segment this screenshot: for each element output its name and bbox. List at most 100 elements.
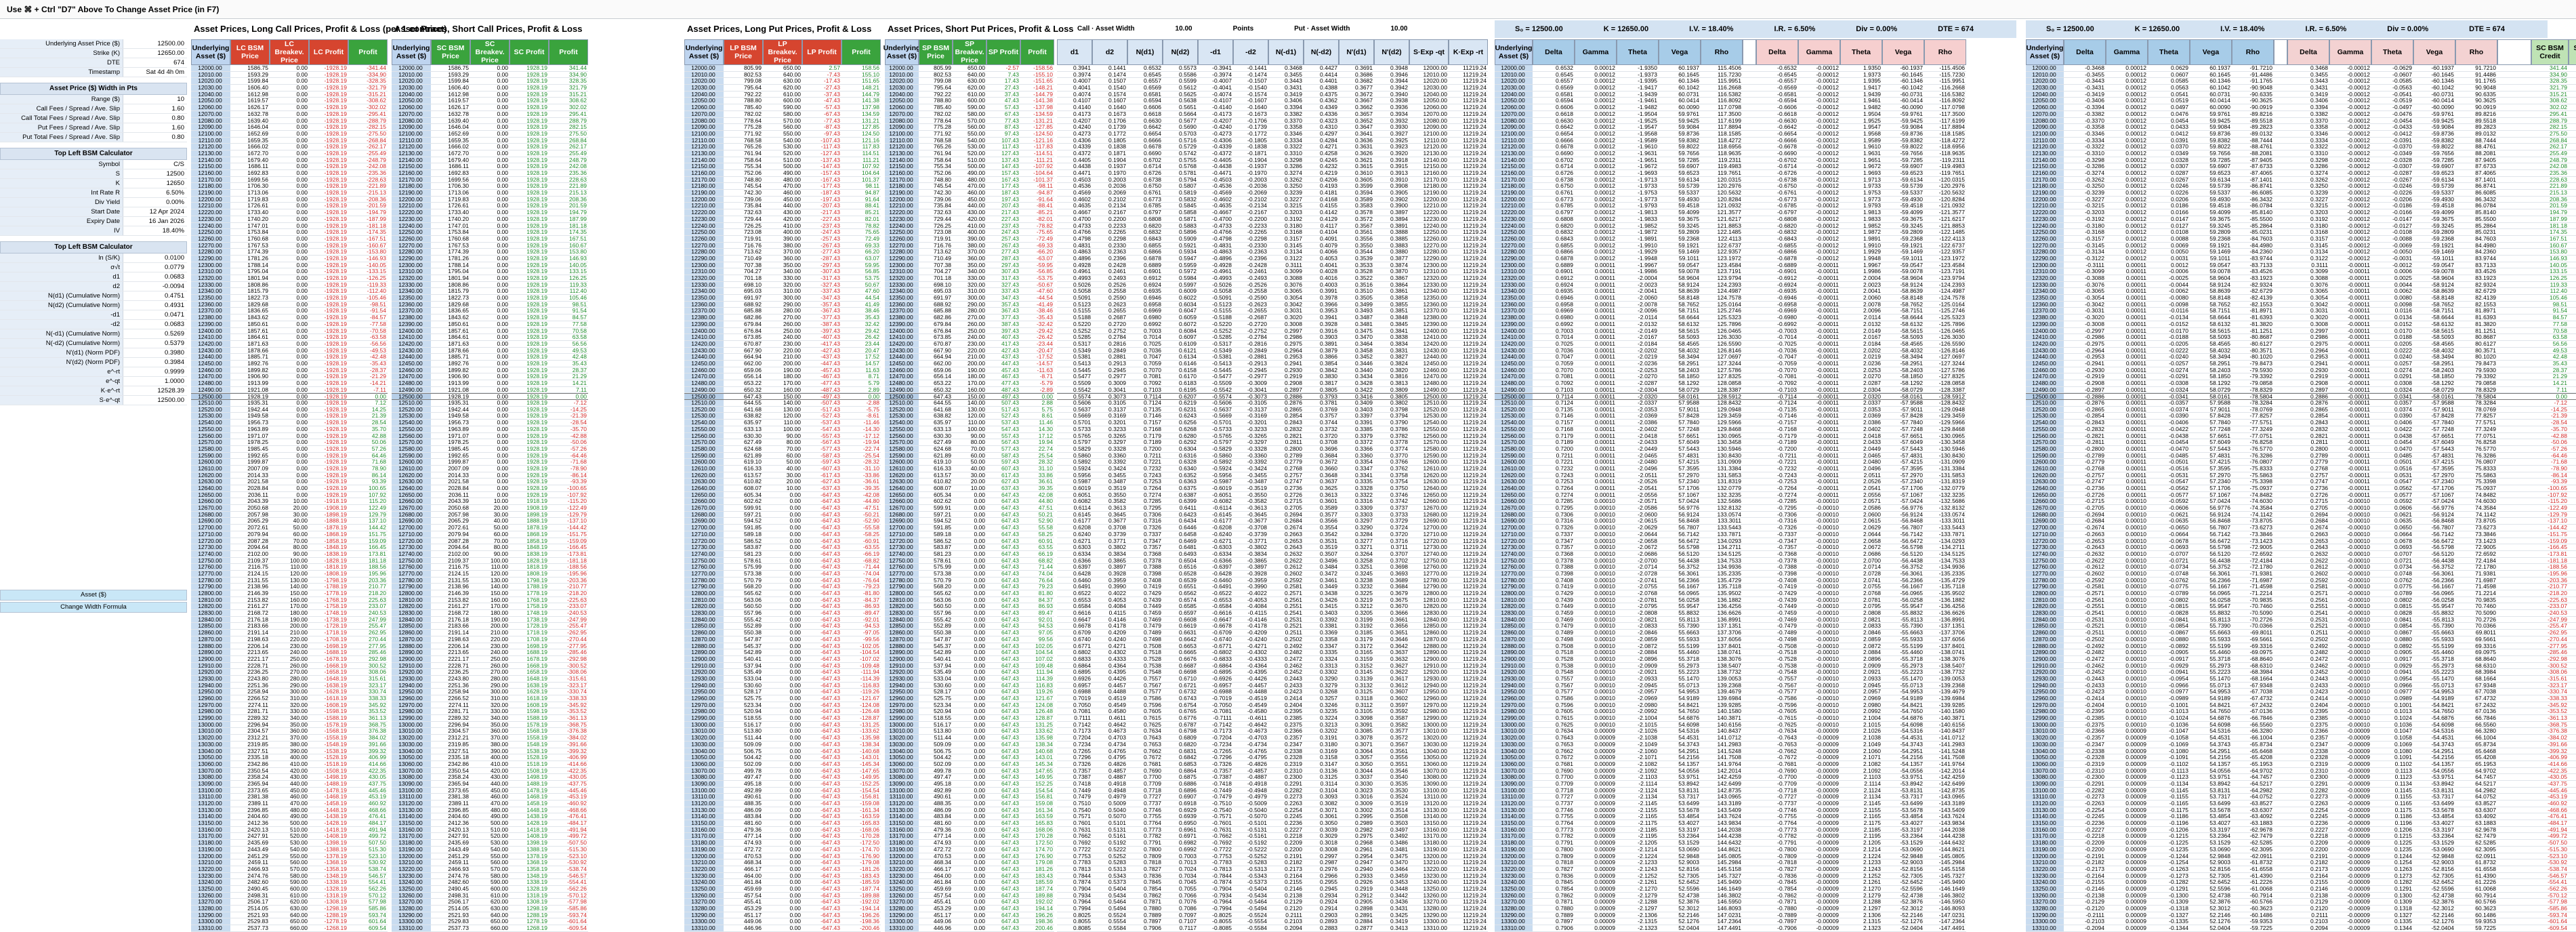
table-cell[interactable]: 260.00 (270, 663, 309, 670)
table-cell[interactable]: 13290.00 (191, 912, 230, 919)
table-cell[interactable]: 0.00 (270, 426, 309, 433)
table-cell[interactable]: -70.58 (348, 328, 388, 335)
table-cell[interactable]: 57.26 (348, 446, 388, 453)
table-cell[interactable]: 0.3920 (1374, 150, 1409, 157)
table-cell[interactable]: 391.66 (348, 742, 388, 748)
table-cell[interactable]: 126.48 (1020, 708, 1054, 716)
table-cell[interactable]: 0.2227 (1268, 827, 1304, 834)
table-cell[interactable]: 457.43 (986, 367, 1020, 374)
table-cell[interactable]: 0.2997 (1268, 328, 1304, 335)
table-cell[interactable]: 537.94 (724, 663, 763, 670)
table-cell[interactable]: 1358.19 (510, 866, 549, 873)
table-cell[interactable]: -47.60 (1020, 288, 1054, 296)
table-cell[interactable]: 20.00 (953, 479, 986, 485)
table-cell[interactable]: 580.00 (270, 873, 309, 880)
table-cell[interactable]: -1928.19 (309, 177, 348, 184)
table-cell[interactable]: 1612.98 (431, 92, 470, 98)
table-cell[interactable]: -27.43 (802, 85, 842, 92)
table-cell[interactable]: -308.06 (549, 669, 588, 676)
table-cell[interactable]: -647.43 (802, 505, 842, 512)
table-cell[interactable]: 12780.00 (885, 577, 919, 584)
table-cell[interactable]: -257.43 (802, 236, 842, 243)
table-cell[interactable]: 0.3885 (1374, 236, 1409, 243)
table-cell[interactable]: 12580.00 (191, 445, 230, 453)
table-cell[interactable]: -297.43 (802, 262, 842, 269)
table-cell[interactable]: 71.68 (348, 459, 388, 466)
table-cell[interactable]: 12430.00 (684, 347, 724, 354)
table-cell[interactable]: 0.6109 (1163, 341, 1198, 348)
table-cell[interactable]: 0.3313 (1304, 663, 1339, 670)
table-cell[interactable]: 2266.52 (431, 695, 470, 702)
table-cell[interactable]: -0.6491 (1198, 584, 1233, 590)
table-cell[interactable]: 640.00 (470, 912, 510, 919)
table-cell[interactable]: 347.43 (986, 295, 1020, 302)
table-cell[interactable]: 647.43 (919, 393, 953, 401)
table-cell[interactable]: 510.00 (953, 157, 986, 164)
table-cell[interactable]: 0.2357 (1268, 735, 1304, 742)
table-cell[interactable]: 0.3008 (1304, 847, 1339, 853)
table-cell[interactable]: 12770.00 (1409, 571, 1449, 578)
table-cell[interactable]: 0.00 (953, 683, 986, 689)
table-cell[interactable]: -647.43 (802, 525, 842, 531)
table-cell[interactable]: 13190.00 (885, 846, 919, 853)
table-cell[interactable]: 0.2905 (1339, 899, 1374, 906)
table-cell[interactable]: 12780.00 (684, 577, 724, 584)
table-cell[interactable]: 129.79 (348, 512, 388, 519)
table-cell[interactable]: 1747.01 (230, 223, 270, 230)
table-cell[interactable]: 0.6340 (1163, 466, 1198, 472)
table-cell[interactable]: 0.6553 (1057, 597, 1092, 604)
table-cell[interactable]: -1638.19 (309, 683, 348, 689)
table-cell[interactable]: 570.79 (919, 578, 953, 584)
table-cell[interactable]: 0.00 (763, 794, 802, 801)
table-cell[interactable]: 13090.00 (191, 780, 230, 788)
table-cell[interactable]: -11.63 (1020, 367, 1054, 374)
table-cell[interactable]: 647.43 (986, 906, 1020, 912)
table-cell[interactable]: 0.6698 (1163, 669, 1198, 676)
table-cell[interactable]: 0.6097 (1163, 334, 1198, 341)
table-cell[interactable]: 0.2443 (1268, 676, 1304, 683)
table-cell[interactable]: 0.2975 (1268, 341, 1304, 348)
table-cell[interactable]: 0.3157 (1268, 236, 1304, 243)
table-cell[interactable]: 12790.00 (191, 584, 230, 590)
param-value[interactable]: 0.5269 (123, 329, 187, 338)
table-cell[interactable]: 647.43 (986, 584, 1020, 590)
table-cell[interactable]: -1458.19 (309, 801, 348, 807)
table-cell[interactable]: 2183.66 (431, 623, 470, 630)
table-cell[interactable]: -1928.19 (309, 433, 348, 440)
table-cell[interactable]: 12540.00 (684, 420, 724, 426)
table-cell[interactable]: -0.3455 (1233, 472, 1268, 479)
table-cell[interactable]: 0.6271 (1057, 538, 1092, 545)
table-cell[interactable]: 0.5845 (1163, 203, 1198, 210)
table-cell[interactable]: 111.21 (842, 157, 881, 164)
table-cell[interactable]: 0.6183 (1163, 380, 1198, 387)
column-header[interactable]: N(-d1) (1268, 39, 1304, 65)
table-cell[interactable]: 0.00 (470, 72, 510, 79)
table-cell[interactable]: -0.6864 (1198, 663, 1233, 670)
table-cell[interactable]: 50.00 (953, 459, 986, 466)
table-cell[interactable]: 0.3925 (1374, 138, 1409, 144)
table-cell[interactable]: 0.3443 (1268, 78, 1304, 85)
table-cell[interactable]: 297.43 (986, 262, 1020, 269)
table-cell[interactable]: 176.90 (1020, 853, 1054, 860)
table-cell[interactable]: 0.6654 (1127, 131, 1163, 138)
table-cell[interactable]: 12890.00 (1409, 649, 1449, 656)
table-cell[interactable]: 2228.71 (431, 663, 470, 670)
table-cell[interactable]: 53.75 (842, 275, 881, 282)
table-cell[interactable]: 12930.00 (1409, 676, 1449, 683)
table-cell[interactable]: 0.3071 (1339, 742, 1374, 748)
table-cell[interactable]: 802.53 (724, 72, 763, 79)
table-cell[interactable]: 0.3830 (1304, 373, 1339, 380)
table-cell[interactable]: -1928.19 (309, 315, 348, 321)
table-cell[interactable]: 1726.61 (230, 203, 270, 210)
table-cell[interactable]: 12600.00 (191, 459, 230, 466)
table-cell[interactable]: 513.80 (919, 728, 953, 735)
table-cell[interactable]: 12370.00 (191, 308, 230, 315)
table-cell[interactable]: 0.7221 (1127, 459, 1163, 466)
